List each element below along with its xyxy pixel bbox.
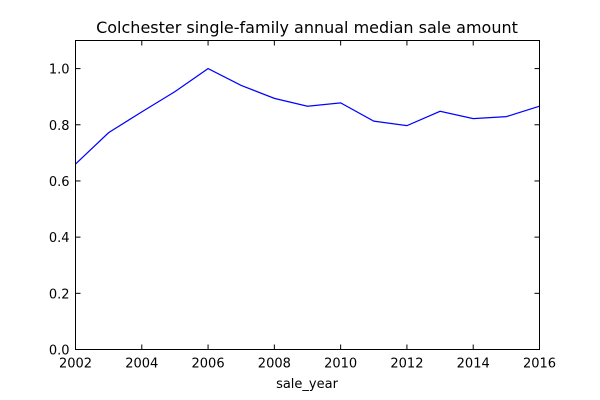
x-tick-label: 2016 xyxy=(523,357,556,372)
x-tick-label: 2008 xyxy=(258,357,291,372)
series-line xyxy=(75,67,540,165)
chart-title: Colchester single-family annual median s… xyxy=(96,18,518,37)
series-layer xyxy=(75,67,540,165)
x-tick-label: 2014 xyxy=(457,357,490,372)
y-tick-label: 0.8 xyxy=(49,119,70,134)
plot-area-frame xyxy=(75,40,540,350)
y-tick-label: 1.0 xyxy=(49,63,70,78)
y-tick-label: 0.4 xyxy=(49,231,70,246)
ticks-layer: 2002 2004 2006 2008 2010 2012 2014 2016 0.0 0.2 0.… xyxy=(49,40,556,372)
x-tick-label: 2004 xyxy=(125,357,158,372)
x-axis-label: sale_year xyxy=(276,377,339,392)
y-tick-label: 0.6 xyxy=(49,175,70,190)
x-tick-label: 2012 xyxy=(390,357,423,372)
y-tick-label: 0.0 xyxy=(49,344,70,359)
x-tick-label: 2006 xyxy=(192,357,225,372)
y-tick-label: 0.2 xyxy=(49,287,70,302)
x-tick-label: 2002 xyxy=(59,357,92,372)
x-tick-label: 2010 xyxy=(324,357,357,372)
